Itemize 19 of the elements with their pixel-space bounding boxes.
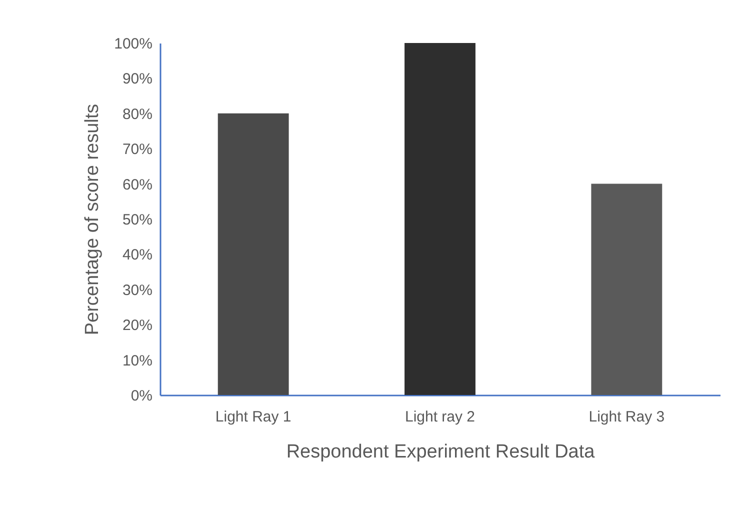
bar <box>591 184 662 395</box>
y-tick-label: 80% <box>122 106 152 123</box>
y-tick-label: 50% <box>122 212 152 228</box>
y-tick-label: 20% <box>122 317 152 334</box>
y-tick-label: 100% <box>114 36 152 52</box>
x-axis-title: Respondent Experiment Result Data <box>286 442 596 462</box>
y-tick-label: 70% <box>122 141 152 158</box>
y-tick-label: 30% <box>122 282 152 299</box>
x-tick-label: Light Ray 1 <box>215 408 292 426</box>
y-axis-title: Percentage of score results <box>82 104 104 336</box>
y-tick-label: 10% <box>122 352 152 370</box>
y-tick-label: 40% <box>122 246 152 264</box>
y-tick-label: 0% <box>130 388 152 404</box>
x-tick-label: Light ray 2 <box>404 408 476 426</box>
y-tick-label: 90% <box>122 70 152 88</box>
bar <box>404 43 476 395</box>
y-tick-label: 60% <box>122 176 152 194</box>
x-tick-label: Light Ray 3 <box>588 408 665 426</box>
bar <box>218 113 289 395</box>
